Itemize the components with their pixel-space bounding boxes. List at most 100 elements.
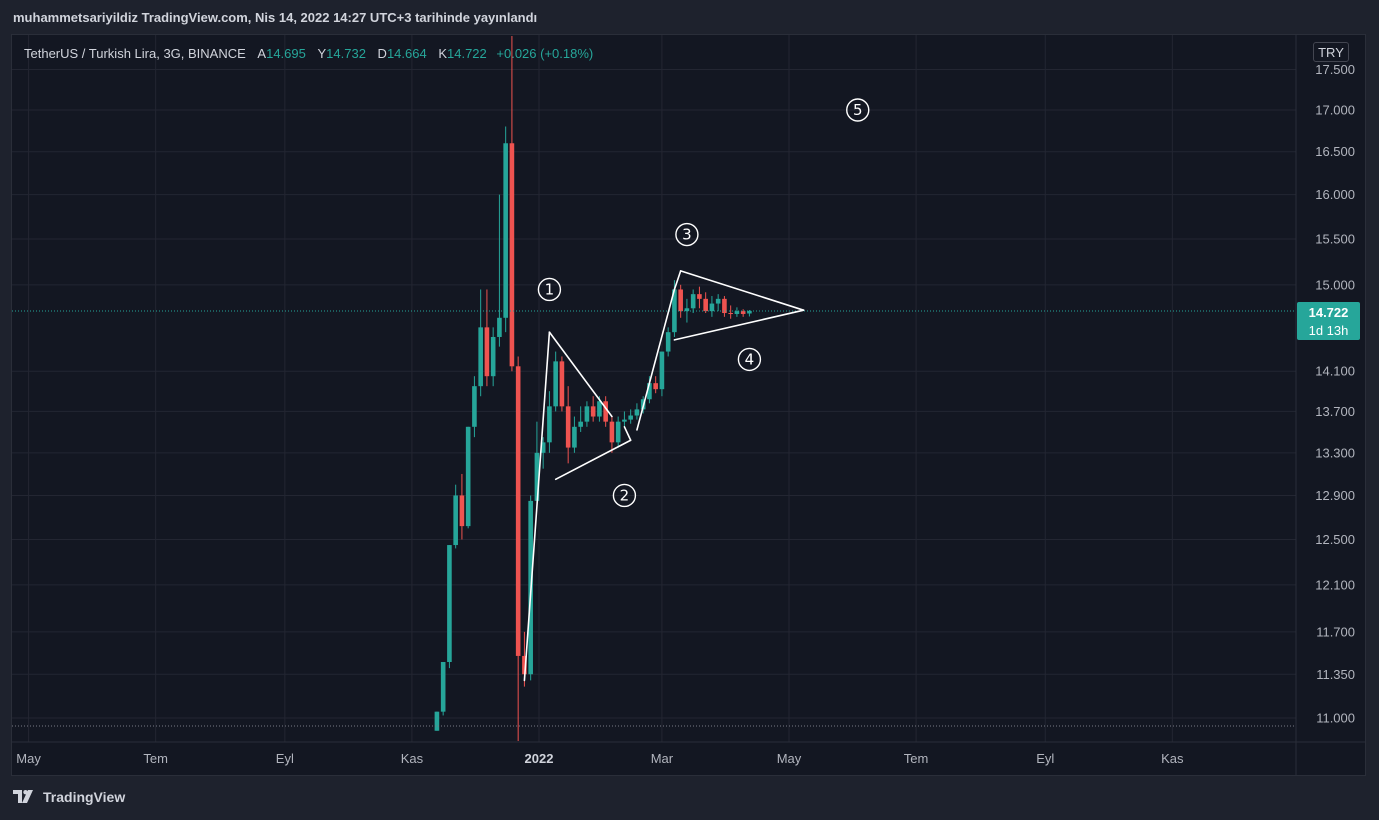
pattern-trendline[interactable] [679, 270, 805, 311]
pattern-trendline[interactable] [548, 331, 613, 418]
pattern-marker[interactable]: 2 [612, 483, 637, 508]
pattern-marker[interactable]: 1 [537, 277, 562, 302]
candle-body [490, 336, 496, 377]
x-tick-label: Tem [904, 751, 929, 766]
candle-body [678, 289, 683, 312]
close-value: 14.722 [447, 46, 487, 61]
pattern-trendline[interactable] [523, 331, 551, 682]
open-value: 14.695 [266, 46, 306, 61]
candle-body [715, 298, 721, 304]
pattern-marker[interactable]: 3 [675, 222, 699, 247]
x-tick-label: Kas [401, 751, 424, 766]
candle-body [597, 401, 602, 417]
y-tick-label: 12.500 [1315, 532, 1355, 547]
chart-panel[interactable] [11, 34, 1366, 776]
candle-body [515, 366, 521, 656]
candle-body [565, 406, 571, 448]
symbol-legend: TetherUS / Turkish Lira, 3G, BINANCE A14… [24, 46, 593, 61]
candle [709, 296, 715, 317]
candle [609, 416, 615, 453]
marker-label: 4 [745, 350, 755, 368]
x-tick-label: May [16, 751, 41, 766]
candle-body [434, 711, 440, 731]
pattern-trendline[interactable] [623, 426, 632, 442]
pattern-trendline[interactable] [673, 270, 682, 291]
candle [465, 426, 471, 529]
tradingview-brand: TradingView [43, 789, 126, 805]
x-tick-label: Eyl [1036, 751, 1054, 766]
last-price-tag: 14.722 1d 13h [1297, 302, 1360, 340]
candle-body [503, 143, 508, 318]
candle-body [484, 327, 490, 377]
candle-body [540, 442, 546, 453]
tradingview-logo[interactable]: TradingView [13, 789, 125, 805]
candle [659, 351, 665, 397]
candle-body [559, 361, 565, 407]
last-price-value: 14.722 [1308, 305, 1349, 320]
candle-body [609, 421, 615, 443]
candle-body [690, 294, 696, 309]
y-tick-label: 12.100 [1315, 577, 1355, 592]
candle-body [684, 308, 690, 312]
pattern-trendline[interactable] [673, 309, 805, 341]
candle [497, 194, 502, 347]
pattern-marker[interactable]: 4 [737, 347, 762, 372]
pattern-trendline[interactable] [636, 288, 676, 431]
candle-body [472, 386, 477, 427]
candle-body [534, 452, 540, 501]
candle-body [659, 351, 665, 390]
x-tick-label: Kas [1161, 751, 1184, 766]
candle [515, 356, 521, 741]
candles [12, 36, 1296, 741]
candle-body [478, 327, 483, 387]
pattern-markers[interactable]: 1 2 3 4 5 [537, 98, 870, 508]
candle-body [547, 406, 552, 443]
candle [559, 356, 565, 412]
marker-circle [737, 347, 762, 372]
y-tick-label: 17.000 [1315, 103, 1355, 118]
candle [572, 416, 577, 453]
pattern-marker[interactable]: 5 [846, 98, 870, 122]
candle [697, 286, 702, 309]
candle [484, 289, 490, 387]
candle [678, 284, 683, 318]
candle-body [697, 294, 702, 299]
candle-body [590, 406, 596, 417]
candle-body [522, 655, 527, 675]
candle [565, 386, 571, 464]
candle-body [728, 313, 733, 315]
y-tick-label: 16.000 [1315, 187, 1355, 202]
x-tick-label: Mar [651, 751, 674, 766]
candle-body [647, 383, 652, 400]
candle-body [578, 421, 583, 427]
symbol-title: TetherUS / Turkish Lira, 3G, BINANCE [24, 46, 246, 61]
candle-body [672, 289, 677, 333]
currency-button[interactable]: TRY [1313, 42, 1349, 62]
candle-body [628, 415, 633, 420]
candle [590, 396, 596, 422]
candle-body [465, 426, 471, 527]
candle [453, 484, 458, 549]
axes: 11.000 11.350 11.700 12.100 12.500 12.900 13.3… [12, 35, 1365, 775]
pattern-trendline[interactable] [554, 439, 632, 481]
candle-body [634, 409, 640, 416]
candle-body [665, 332, 671, 352]
close-label: K [438, 46, 447, 61]
y-tick-label: 11.700 [1316, 624, 1355, 639]
candle-body [709, 303, 715, 312]
high-value: 14.732 [326, 46, 366, 61]
candle [634, 403, 640, 420]
candle-body [653, 383, 658, 390]
candle-body [584, 406, 590, 422]
candle [722, 296, 727, 317]
candle [715, 294, 721, 312]
candle [509, 36, 515, 372]
candle [534, 421, 540, 507]
marker-label: 5 [853, 101, 863, 119]
candle [447, 545, 452, 669]
candle-body [615, 421, 621, 443]
candle-body [497, 317, 502, 337]
pattern-drawings[interactable] [523, 270, 805, 682]
x-tick-label: Tem [143, 751, 168, 766]
